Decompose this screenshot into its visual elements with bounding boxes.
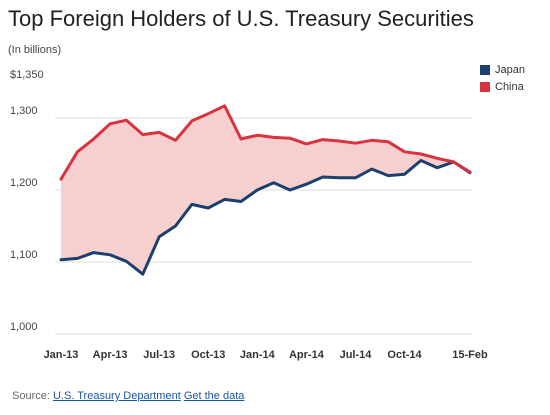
get-data-link[interactable]: Get the data <box>183 390 245 402</box>
source-link[interactable]: U.S. Treasury Department <box>52 390 181 402</box>
source-label: Source: <box>12 390 50 402</box>
series-line-china <box>59 104 472 181</box>
legend: Japan China <box>480 61 525 95</box>
y-tick-label-2: 1,200 <box>10 177 38 189</box>
x-tick-label-1: Apr-13 <box>93 349 128 361</box>
x-tick-label-0: Jan-13 <box>44 349 79 361</box>
x-tick-label-5: Apr-14 <box>289 349 325 361</box>
y-tick-label-1: 1,300 <box>10 105 38 117</box>
x-tick-label-8: 15-Feb <box>452 349 488 361</box>
legend-item-japan: Japan <box>480 61 525 78</box>
legend-item-china: China <box>480 78 525 95</box>
legend-label-japan: Japan <box>495 63 525 76</box>
fill-between-area <box>61 105 470 275</box>
x-tick-label-2: Jul-13 <box>143 349 175 361</box>
legend-swatch-china <box>480 81 490 92</box>
x-tick-label-7: Oct-14 <box>387 349 422 361</box>
x-tick-label-4: Jan-14 <box>240 349 276 361</box>
y-tick-label-4: 1,000 <box>10 321 38 333</box>
legend-swatch-japan <box>480 64 490 75</box>
source-line: Source: U.S. Treasury Department Get the… <box>12 390 244 402</box>
line-chart: $1,350 1,300 1,200 1,100 1,000 Jan-13 Apr-13 Ju… <box>10 69 488 361</box>
y-tick-label-3: 1,100 <box>10 249 38 261</box>
chart-subtitle: (In billions) <box>8 44 62 56</box>
x-tick-label-6: Jul-14 <box>340 349 373 361</box>
x-tick-label-3: Oct-13 <box>191 349 225 361</box>
chart-title: Top Foreign Holders of U.S. Treasury Sec… <box>8 6 474 31</box>
y-tick-label-0: $1,350 <box>10 69 44 81</box>
series-line-japan <box>59 159 472 276</box>
legend-label-china: China <box>495 80 524 93</box>
